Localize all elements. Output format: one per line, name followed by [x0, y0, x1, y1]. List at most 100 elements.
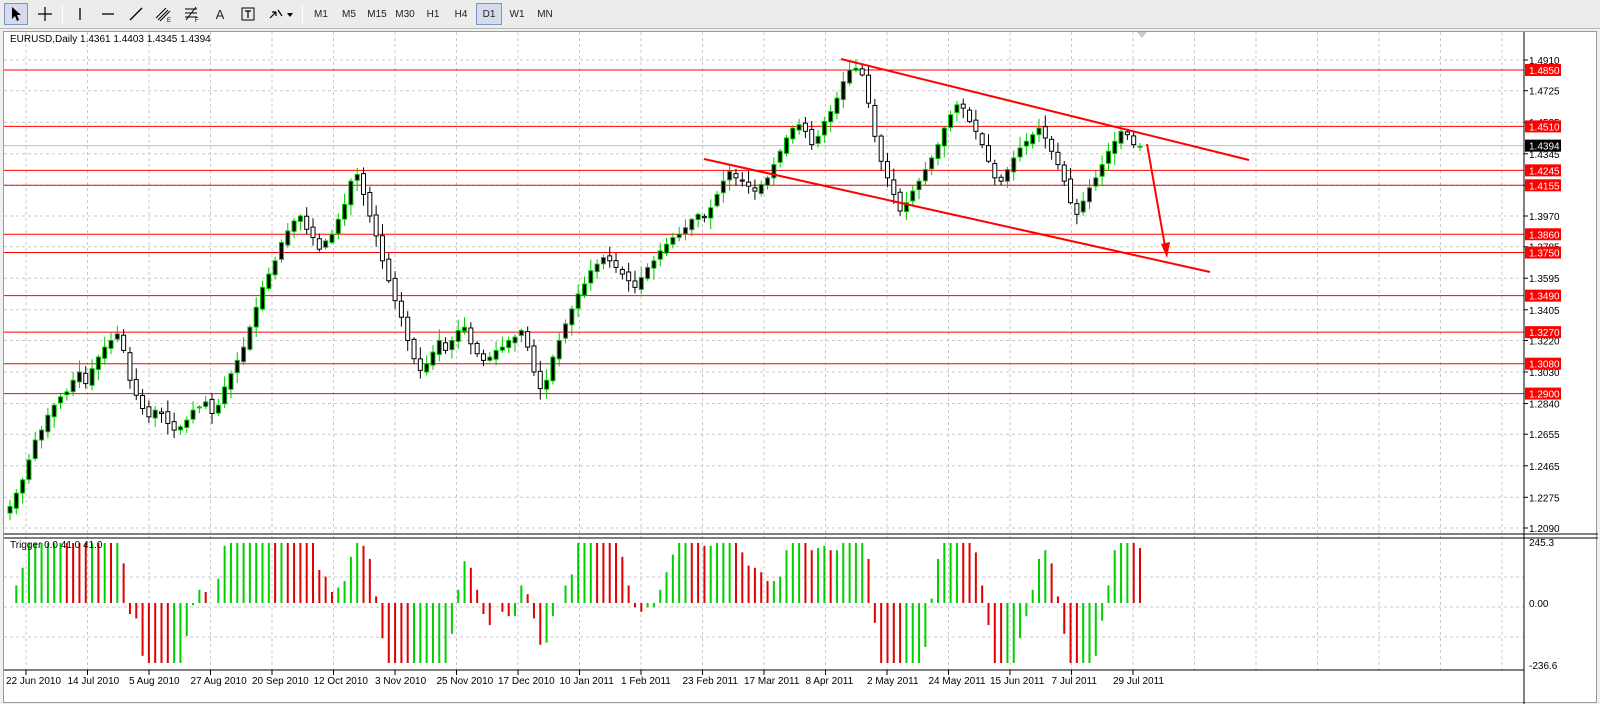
level-tag [1525, 179, 1561, 192]
timeframe-m30-button[interactable]: M30 [395, 8, 415, 20]
level-tag [1525, 326, 1561, 339]
toolbar-separator [302, 4, 303, 24]
candle-body [1118, 130, 1124, 144]
candle-body [689, 218, 695, 231]
candle-body [1004, 169, 1010, 182]
candle-body [76, 371, 82, 383]
candle-body [891, 179, 897, 195]
candle-body [70, 379, 76, 393]
timeframe-m15-button[interactable]: M15 [367, 8, 387, 20]
candle-body [518, 330, 524, 336]
candle-body [588, 270, 594, 284]
candle-body [840, 81, 846, 101]
candle-body [342, 203, 348, 220]
vertical-line-tool-button[interactable] [68, 3, 92, 25]
current-price-label: 1.4394 [1529, 142, 1560, 153]
candle-body [1055, 151, 1061, 166]
text-label-icon [241, 7, 255, 21]
candle-body [13, 492, 19, 509]
level-tag [1525, 228, 1561, 241]
candle-body [613, 260, 619, 268]
candle-body [783, 137, 789, 154]
candle-body [544, 379, 550, 390]
price-axis-label: 1.2090 [1529, 524, 1560, 535]
candle-body [266, 273, 272, 289]
level-tag-label: 1.3080 [1529, 360, 1560, 371]
candle-body [487, 356, 493, 361]
candle-body [1061, 164, 1067, 182]
candle-body [468, 327, 474, 345]
candle-body [790, 127, 796, 140]
price-axis-label: 1.3405 [1529, 306, 1560, 317]
candle-body [398, 300, 404, 318]
text-tool-button[interactable]: A [215, 6, 225, 22]
candle-body [58, 396, 64, 404]
price-axis-label: 1.4910 [1529, 56, 1560, 67]
upper-channel-line[interactable] [840, 58, 1250, 161]
candle-body [462, 326, 468, 332]
cursor-tool-button[interactable] [4, 3, 28, 25]
time-axis-label: 8 Apr 2011 [806, 676, 854, 687]
candle-body [594, 263, 600, 273]
vertical-line-icon [79, 8, 81, 20]
candle-body [998, 176, 1004, 182]
horizontal-line-tool-button[interactable] [96, 3, 120, 25]
price-axis-label: 1.4345 [1529, 150, 1560, 161]
equidistant-channel-tool-button[interactable]: E [152, 3, 176, 25]
arrows-tool-button[interactable] [264, 3, 298, 25]
candle-body [607, 255, 613, 262]
candle-body [234, 359, 240, 374]
candle-body [1080, 200, 1086, 213]
indicator-axis-label: 0.00 [1529, 599, 1549, 610]
candle-body [903, 202, 909, 213]
candle-body [626, 271, 632, 282]
timeframe-h4-button[interactable]: H4 [454, 8, 468, 20]
candle-body [386, 258, 392, 282]
price-axis-label: 1.2465 [1529, 462, 1560, 473]
candle-body [474, 342, 480, 355]
timeframe-mn-button[interactable]: MN [537, 8, 553, 20]
lower-channel-line[interactable] [703, 158, 1211, 273]
text-label-tool-button[interactable] [236, 3, 260, 25]
candle-body [455, 330, 461, 342]
candle-body [379, 235, 385, 262]
time-axis-label: 22 Jun 2010 [6, 676, 61, 687]
timeframe-m5-button[interactable]: M5 [342, 8, 356, 20]
candle-body [1086, 187, 1092, 203]
timeframe-m1-button[interactable]: M1 [314, 8, 328, 20]
fibonacci-tool-button[interactable]: F [180, 3, 204, 25]
time-axis-label: 5 Aug 2010 [129, 676, 180, 687]
time-axis-label: 17 Mar 2011 [744, 676, 800, 687]
price-axis-label: 1.3220 [1529, 336, 1560, 347]
forecast-arrow-line[interactable] [1146, 143, 1167, 253]
candle-body [1124, 131, 1130, 136]
price-axis-label: 1.4725 [1529, 87, 1560, 98]
cursor-icon [12, 7, 21, 21]
chart-window[interactable]: EURUSD,Daily 1.4361 1.4403 1.4345 1.4394… [3, 31, 1598, 704]
scroll-shift-marker-icon[interactable] [1137, 32, 1147, 38]
candle-body [657, 250, 663, 260]
price-chart-svg[interactable]: EURUSD,Daily 1.4361 1.4403 1.4345 1.4394… [4, 32, 1598, 704]
candle-body [1093, 177, 1099, 187]
timeframe-d1-button[interactable]: D1 [476, 3, 502, 25]
candle-body [727, 170, 733, 181]
timeframe-w1-button[interactable]: W1 [509, 8, 525, 20]
candle-body [973, 119, 979, 132]
candle-body [184, 419, 190, 428]
forecast-arrowhead [1161, 242, 1170, 258]
candle-body [758, 183, 764, 195]
candle-body [177, 426, 183, 431]
crosshair-tool-button[interactable] [32, 3, 58, 25]
time-axis-label: 12 Oct 2010 [314, 676, 369, 687]
candle-body [272, 260, 278, 276]
candle-body [563, 323, 569, 339]
time-axis-label: 15 Jun 2011 [990, 676, 1045, 687]
candle-body [720, 180, 726, 194]
candle-body [525, 331, 531, 348]
price-axis-label: 1.3595 [1529, 274, 1560, 285]
candle-body [954, 104, 960, 114]
level-tag [1525, 289, 1561, 302]
trendline-tool-button[interactable] [124, 3, 148, 25]
candle-body [884, 161, 890, 179]
timeframe-h1-button[interactable]: H1 [426, 8, 440, 20]
